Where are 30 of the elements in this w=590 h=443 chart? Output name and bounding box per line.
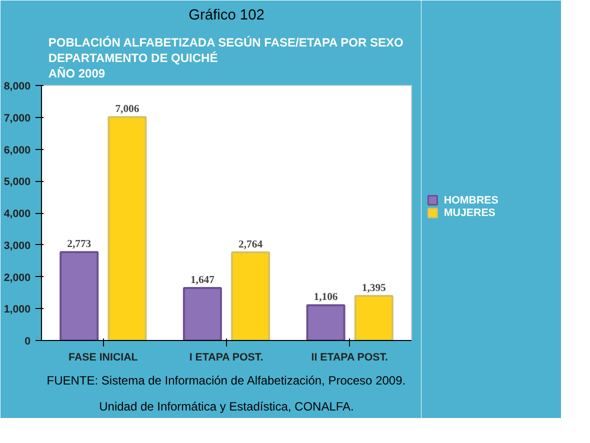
x-tick-label: I ETAPA POST. (189, 352, 264, 364)
x-tick-label: FASE INICIAL (68, 352, 138, 364)
bar (60, 251, 99, 340)
y-tick-label: 2,000 (4, 272, 31, 284)
bar (182, 287, 222, 340)
bar (354, 295, 394, 340)
x-tick-label: II ETAPA POST. (311, 352, 388, 364)
data-label: 1,106 (314, 292, 338, 304)
y-tick-label: 8,000 (4, 80, 31, 92)
source-note: FUENTE: Sistema de Información de Alfabetización, Proceso 2009. (46, 374, 406, 388)
chart-title: Gráfico 102 (188, 8, 264, 24)
data-label: 1,647 (190, 275, 216, 286)
bar (231, 251, 270, 340)
chart-subtitle: POBLACIÓN ALFABETIZADA SEGÚN FASE/ETAPA POR SEXO DEPARTAMENTO DE QUICHÉ AÑO 2009 (48, 36, 404, 80)
y-tick-label: 0 (24, 336, 31, 348)
data-label: 7,006 (115, 104, 140, 116)
legend-label: HOMBRES (444, 194, 498, 206)
y-tick-label: 1,000 (4, 304, 31, 316)
bar (306, 304, 346, 340)
y-tick-label: 5,000 (4, 176, 31, 188)
data-label: 1,395 (362, 283, 386, 294)
y-tick-label: 3,000 (4, 240, 31, 252)
y-tick-label: 4,000 (4, 208, 31, 220)
data-label: 2,764 (238, 239, 264, 250)
y-tick-label: 7,000 (4, 112, 31, 124)
legend-label: MUJERES (444, 207, 496, 219)
bar (108, 116, 147, 340)
y-tick-label: 6,000 (4, 144, 31, 156)
text: Unidad de Informática y Estadística, CONALFA. (99, 400, 354, 414)
data-label: 2,773 (67, 239, 92, 250)
